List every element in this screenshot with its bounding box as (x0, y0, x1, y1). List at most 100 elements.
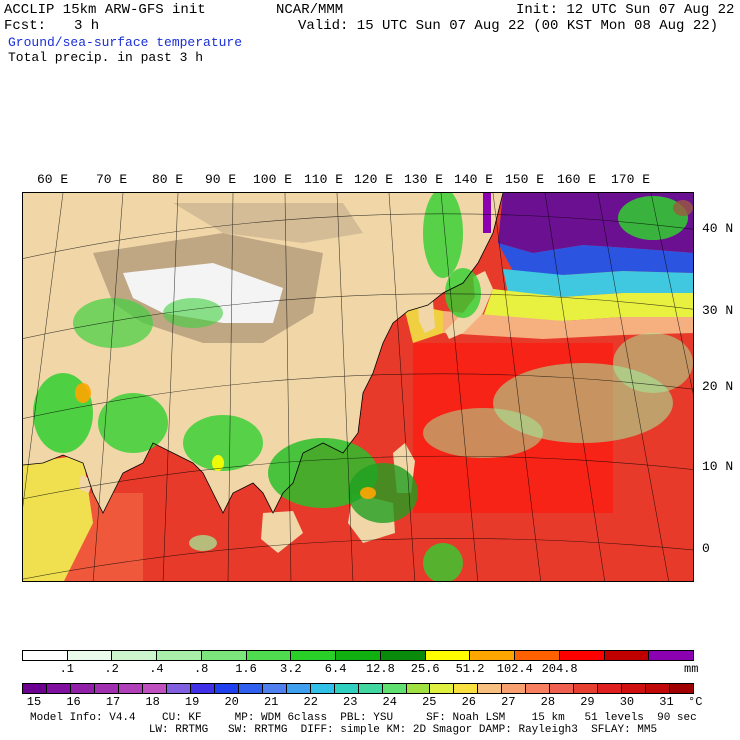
colorbar-cell (559, 651, 605, 660)
coastline (23, 193, 504, 514)
colorbar-cell (550, 684, 575, 693)
fcst-label: Fcst: (4, 18, 47, 34)
precip-tick-labels: .1 .2 .4 .8 1.6 3.2 6.4 12.8 25.6 51.2 102.4 204.8 (22, 662, 702, 676)
colorbar-cell (246, 651, 292, 660)
precip-patch (423, 193, 463, 278)
colorbar-tick: 12.8 (365, 662, 395, 676)
lon-label: 60 E (37, 172, 69, 187)
colorbar-cell (118, 684, 143, 693)
map-canvas (23, 193, 693, 581)
meridian-line (492, 193, 542, 581)
precip-patch (183, 415, 263, 471)
lon-label: 90 E (205, 172, 237, 187)
init-time: Init: 12 UTC Sun 07 Aug 22 (516, 2, 735, 18)
lon-label: 130 E (404, 172, 444, 187)
colorbar-tick: 31 (659, 695, 674, 709)
meridian-line (162, 193, 179, 581)
parallel-line (23, 373, 693, 419)
meridian-line (227, 193, 234, 581)
colorbar-tick: 15 (26, 695, 42, 709)
colorbar-cell (358, 684, 383, 693)
colorbar-cell (649, 651, 694, 660)
org-label: NCAR/MMM (276, 2, 344, 18)
precip-patches (33, 193, 693, 581)
colorbar-cell (574, 684, 599, 693)
meridian-line (440, 193, 479, 581)
colorbar-tick: 1.6 (235, 662, 257, 676)
colorbar-cell (23, 651, 68, 660)
colorbar-tick: .1 (59, 662, 74, 676)
lon-label: 160 E (557, 172, 597, 187)
precip-patch (613, 333, 693, 393)
colorbar-cell (46, 684, 71, 693)
colorbar-cell (112, 651, 158, 660)
colorbar-cell (190, 684, 215, 693)
colorbar-tick: 28 (540, 695, 556, 709)
meridian-line (23, 193, 64, 508)
meridian-line (92, 193, 124, 581)
parallel-line (23, 455, 693, 500)
korea-peninsula (418, 301, 435, 333)
colorbar-cell (336, 651, 381, 660)
weather-map (22, 192, 694, 582)
cold-blue-band (498, 243, 693, 275)
precip-patch (348, 463, 418, 523)
colorbar-tick: 22 (303, 695, 318, 709)
colorbar-cell (425, 651, 471, 660)
precip-heavy (673, 200, 693, 216)
colorbar-tick: 25 (422, 695, 437, 709)
colorbar-tick: 27 (501, 695, 516, 709)
temp-colorbar (22, 683, 694, 694)
colorbar-cell (598, 684, 623, 693)
meridian-line (284, 193, 292, 581)
colorbar-cell (238, 684, 263, 693)
model-title: ACCLIP 15km ARW-GFS init (4, 2, 206, 18)
arabian-sea-cool (23, 455, 93, 581)
parallel-line (23, 293, 693, 339)
colorbar-cell (454, 684, 479, 693)
colorbar-cell (646, 684, 671, 693)
precip-extreme (483, 193, 491, 233)
meridian-line (336, 193, 354, 581)
colorbar-cell (70, 684, 95, 693)
colorbar-cell (214, 684, 239, 693)
lon-label: 80 E (152, 172, 184, 187)
lon-label: 110 E (304, 172, 344, 187)
colorbar-tick: 102.4 (496, 662, 533, 676)
field1-title: Ground/sea-surface temperature (8, 35, 243, 50)
colorbar-tick: 25.6 (410, 662, 440, 676)
colorbar-tick: 16 (66, 695, 81, 709)
colorbar-tick: 21 (263, 695, 279, 709)
colorbar-tick: 19 (184, 695, 200, 709)
colorbar-tick: 17 (105, 695, 121, 709)
precip-patch (189, 535, 217, 551)
colorbar-cell (23, 684, 47, 693)
colorbar-tick: .2 (104, 662, 119, 676)
colorbar-tick: 51.2 (455, 662, 485, 676)
colorbar-tick: 18 (145, 695, 160, 709)
precip-patch (445, 268, 481, 318)
colorbar-cell (622, 684, 647, 693)
precip-heavy (212, 455, 224, 471)
colorbar-tick: 6.4 (324, 662, 347, 676)
lat-label: 30 N (702, 303, 734, 318)
colorbar-cell (478, 684, 503, 693)
lat-label: 10 N (702, 459, 734, 474)
colorbar-tick: 29 (580, 695, 595, 709)
colorbar-cell (142, 684, 167, 693)
precip-patch (423, 408, 543, 458)
lon-label: 170 E (611, 172, 651, 187)
colorbar-cell (291, 651, 337, 660)
meridian-line (650, 193, 693, 395)
sri-lanka (79, 475, 93, 493)
colorbar-cell (334, 684, 359, 693)
lon-label: 120 E (354, 172, 394, 187)
colorbar-cell (201, 651, 247, 660)
colorbar-cell (94, 684, 119, 693)
colorbar-tick: 30 (619, 695, 635, 709)
lat-label: 0 (702, 541, 710, 556)
colorbar-cell (515, 651, 560, 660)
meridian-line (388, 193, 416, 581)
colorbar-cell (470, 651, 516, 660)
colorbar-cell (382, 684, 407, 693)
